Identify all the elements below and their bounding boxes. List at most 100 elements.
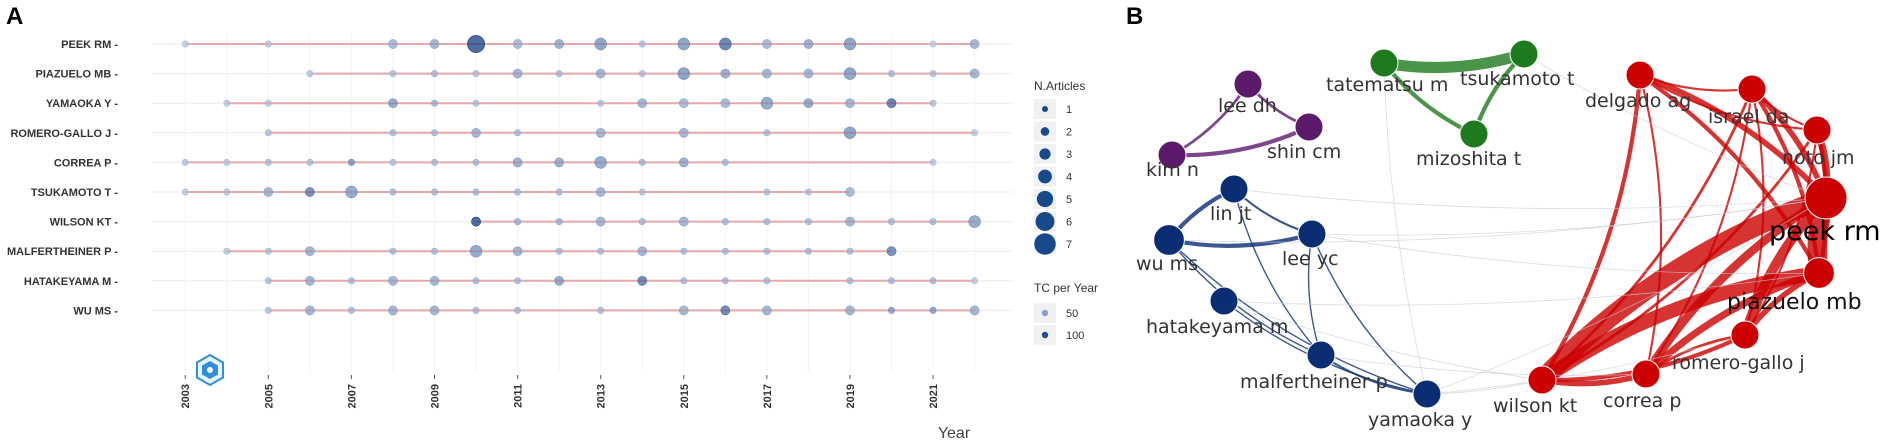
legend-color-label-100: 100 xyxy=(1066,330,1084,342)
node-label-hatakeyama-m: hatakeyama m xyxy=(1146,316,1288,338)
node-malfertheiner-p xyxy=(1306,340,1336,370)
point-wu-ms-2013 xyxy=(597,306,605,314)
point-correa-p-2006 xyxy=(306,158,314,166)
point-peek-rm-2003 xyxy=(181,40,189,48)
point-tsukamoto-t-2011 xyxy=(514,188,522,196)
node-label-lee-dh: lee dh xyxy=(1218,95,1277,117)
x-tick-label-2011: 2011 xyxy=(513,384,525,408)
author-label-wilson-kt: WILSON KT - xyxy=(50,217,119,229)
point-peek-rm-2022 xyxy=(969,39,980,49)
edge-lee-yc-peek-rm xyxy=(1311,197,1827,236)
node-lee-dh xyxy=(1233,69,1263,99)
node-kim-n xyxy=(1157,140,1187,170)
point-piazuelo-mb-2016 xyxy=(720,68,731,79)
point-wu-ms-2015 xyxy=(678,305,689,316)
point-hatakeyama-m-2012 xyxy=(554,275,564,286)
point-malfertheiner-p-2016 xyxy=(721,247,729,255)
point-yamaoka-y-2004 xyxy=(223,99,231,107)
x-tick-label-2013: 2013 xyxy=(596,384,608,408)
point-tsukamoto-t-2007 xyxy=(345,185,358,199)
point-correa-p-2014 xyxy=(638,158,646,166)
year-axis-labels: 2003 2005 2007 2009 2011 2013 2015 2017 2019 2021 xyxy=(180,375,940,408)
point-wu-ms-2019 xyxy=(845,305,855,316)
edge-wu-ms-malfertheiner-p xyxy=(1168,239,1322,356)
edge-peek-rm-delgado-ag xyxy=(1637,72,1829,201)
x-tick-label-2019: 2019 xyxy=(845,384,857,408)
point-correa-p-2004 xyxy=(223,158,231,166)
legend-size-swatch-5 xyxy=(1036,190,1054,208)
point-malfertheiner-p-2013 xyxy=(597,247,605,255)
legend-color-swatch-100 xyxy=(1041,331,1049,339)
point-correa-p-2015 xyxy=(678,157,689,168)
node-label-shin-cm: shin cm xyxy=(1267,141,1341,163)
panel-a-letter: A xyxy=(6,3,23,30)
author-label-wu-ms: WU MS - xyxy=(73,305,118,317)
point-wu-ms-2020 xyxy=(888,306,896,314)
node-label-delgado-ag: delgado ag xyxy=(1585,90,1691,112)
network-nodes xyxy=(1153,39,1848,409)
point-romero-gallo-j-2009 xyxy=(431,129,439,137)
point-piazuelo-mb-2014 xyxy=(638,70,646,78)
edge-piazuelo-mb-israel-da xyxy=(1749,86,1822,276)
point-peek-rm-2009 xyxy=(429,39,440,49)
point-wilson-kt-2019 xyxy=(845,216,855,227)
edge-correa-p-israel-da xyxy=(1644,87,1754,376)
x-tick-label-2021: 2021 xyxy=(928,384,940,408)
node-label-kim-n: kim n xyxy=(1146,159,1199,181)
legend: N.Articles 1 2 3 4 5 6 7 TC per Year 50 100 xyxy=(1034,79,1098,345)
node-label-tsukamoto-t: tsukamoto t xyxy=(1460,68,1574,90)
edge-wilson-kt-noto-jm xyxy=(1540,128,1819,382)
network-labels: kim n lee dh shin cm tatematsu m tsukamoto t… xyxy=(1136,68,1881,431)
point-correa-p-2016 xyxy=(721,158,729,166)
author-label-romero-gallo-j: ROMERO-GALLO J - xyxy=(10,128,118,140)
point-piazuelo-mb-2021 xyxy=(929,70,937,78)
point-correa-p-2003 xyxy=(181,158,189,166)
node-piazuelo-mb xyxy=(1803,257,1835,289)
edge-delgado-ag-noto-jm xyxy=(1638,73,1819,132)
point-tsukamoto-t-2017 xyxy=(763,188,771,196)
point-piazuelo-mb-2013 xyxy=(595,68,606,79)
x-tick-label-2015: 2015 xyxy=(679,384,691,408)
point-hatakeyama-m-2011 xyxy=(514,277,522,285)
point-peek-rm-2018 xyxy=(803,39,814,49)
edge-piazuelo-mb-delgado-ag xyxy=(1637,72,1822,276)
point-piazuelo-mb-2008 xyxy=(389,70,397,78)
point-wu-ms-2006 xyxy=(305,305,315,316)
point-correa-p-2021 xyxy=(929,158,937,166)
point-yamaoka-y-2010 xyxy=(472,99,480,107)
point-hatakeyama-m-2017 xyxy=(763,277,771,285)
point-romero-gallo-j-2017 xyxy=(763,129,771,137)
node-label-israel-da: israel da xyxy=(1708,106,1789,128)
plot-background xyxy=(152,34,1012,388)
edge-wu-ms-lee-yc xyxy=(1166,231,1315,248)
point-hatakeyama-m-2022 xyxy=(971,277,979,285)
point-correa-p-2011 xyxy=(512,157,523,168)
node-lin-jt xyxy=(1219,174,1249,204)
edge-correa-p-delgado-ag xyxy=(1638,73,1663,376)
point-yamaoka-y-2019 xyxy=(845,98,855,109)
point-hatakeyama-m-2005 xyxy=(264,277,272,285)
edge-wu-ms-yamaoka-y xyxy=(1168,239,1428,395)
point-malfertheiner-p-2018 xyxy=(804,247,812,255)
point-tsukamoto-t-2009 xyxy=(431,188,439,196)
point-peek-rm-2008 xyxy=(388,39,398,49)
point-correa-p-2007 xyxy=(347,158,355,166)
point-wilson-kt-2012 xyxy=(555,218,563,226)
node-tsukamoto-t xyxy=(1509,39,1539,69)
x-tick-label-2005: 2005 xyxy=(263,384,275,408)
point-peek-rm-2012 xyxy=(554,39,564,49)
point-hatakeyama-m-2009 xyxy=(429,275,440,286)
point-yamaoka-y-2020 xyxy=(886,98,897,109)
x-tick-label-2003: 2003 xyxy=(180,384,192,408)
point-yamaoka-y-2009 xyxy=(431,99,439,107)
legend-color-title: TC per Year xyxy=(1034,281,1098,295)
point-tsukamoto-t-2008 xyxy=(389,188,397,196)
point-peek-rm-2021 xyxy=(929,40,937,48)
point-wu-ms-2011 xyxy=(514,306,522,314)
point-piazuelo-mb-2019 xyxy=(843,67,857,80)
point-piazuelo-mb-2011 xyxy=(512,68,523,79)
point-hatakeyama-m-2007 xyxy=(347,277,355,285)
node-label-lin-jt: lin jt xyxy=(1210,203,1251,225)
edge-romero-gallo-j-noto-jm xyxy=(1743,128,1819,337)
node-wu-ms xyxy=(1153,224,1185,256)
